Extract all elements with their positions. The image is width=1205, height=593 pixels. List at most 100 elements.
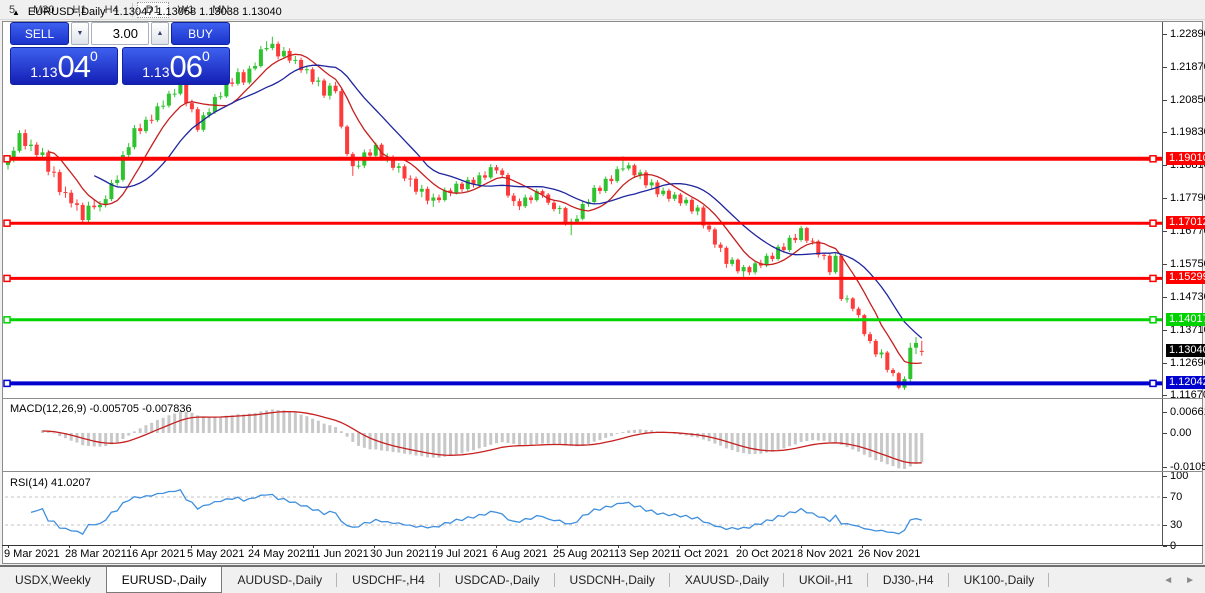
volume-input[interactable]: 3.00: [91, 22, 149, 45]
buy-price-prefix: 1.13: [142, 64, 170, 80]
buy-price-box[interactable]: 1.13 06 0: [122, 47, 230, 85]
date-tick-label: 30 Jun 2021: [370, 548, 431, 560]
volume-increase-button[interactable]: ▲: [151, 22, 169, 45]
chart-tab-dj30-h4[interactable]: DJ30-,H4: [868, 567, 949, 593]
price-tick-label: 1.22890: [1170, 28, 1205, 40]
chart-tab-bar: USDX,Weekly EURUSD-,Daily AUDUSD-,Daily USD…: [0, 565, 1205, 593]
ma-fast-line[interactable]: [48, 53, 922, 365]
date-tick-label: 6 Aug 2021: [492, 548, 548, 560]
hline-1.12042[interactable]: [3, 379, 1162, 388]
timeframe-button-5[interactable]: 5: [9, 4, 16, 16]
timeframe-button-d1[interactable]: D1: [136, 2, 169, 18]
hline-1.17012[interactable]: [3, 219, 1162, 227]
tab-separator: [438, 573, 440, 587]
tab-separator: [866, 573, 868, 587]
date-tick-label: 25 Aug 2021: [553, 548, 615, 560]
sell-button[interactable]: SELL: [10, 22, 69, 45]
date-tick-label: 26 Nov 2021: [858, 548, 921, 560]
rsi-tick-label: 30: [1170, 519, 1183, 531]
buy-price-sup: 0: [201, 48, 210, 64]
tab-scroll-right-icon[interactable]: ►: [1185, 574, 1195, 586]
macd-tick-label: 0.006613: [1170, 406, 1205, 418]
date-tick-mark: [374, 545, 375, 548]
date-tick-mark: [862, 545, 863, 548]
timeframe-button-mn[interactable]: MN: [212, 4, 230, 16]
line-handle[interactable]: [1149, 274, 1157, 283]
hline-1.19010[interactable]: [3, 155, 1162, 163]
line-handle[interactable]: [1149, 219, 1157, 227]
macd-tick-label: -0.010595: [1170, 461, 1205, 473]
rsi-pane-separator[interactable]: [2, 471, 1203, 472]
sell-price-sup: 0: [89, 48, 98, 64]
date-tick-label: 9 Mar 2021: [4, 548, 60, 560]
price-tick-label: 1.20850: [1170, 94, 1205, 106]
price-tick-label: 1.21870: [1170, 61, 1205, 73]
timeframe-button-m30[interactable]: M30: [33, 4, 55, 16]
chart-tab-usdchf-h4[interactable]: USDCHF-,H4: [337, 567, 440, 593]
price-tick-mark: [1163, 34, 1167, 35]
date-tick-mark: [801, 545, 802, 548]
tab-scroll-left-icon[interactable]: ◄: [1163, 574, 1174, 586]
buy-button[interactable]: BUY: [171, 22, 230, 45]
hline-1.15299[interactable]: [3, 274, 1162, 283]
chart-tab-eurusd-daily[interactable]: EURUSD-,Daily: [105, 567, 223, 593]
line-handle[interactable]: [1149, 155, 1157, 163]
date-tick-label: 19 Jul 2021: [431, 548, 488, 560]
line-price-label: 1.19010: [1166, 152, 1205, 165]
macd-tick-mark: [1163, 412, 1167, 413]
timeframe-button-h4[interactable]: H4: [104, 4, 119, 16]
line-handle[interactable]: [3, 316, 11, 324]
current-price-label: 1.13040: [1166, 344, 1205, 357]
rsi-indicator-label: RSI(14) 41.0207: [10, 477, 91, 489]
sell-price-prefix: 1.13: [30, 64, 58, 80]
chart-tab-audusd-daily[interactable]: AUDUSD-,Daily: [222, 567, 338, 593]
timeframe-button-h1[interactable]: H1: [72, 4, 87, 16]
line-handle[interactable]: [3, 219, 11, 227]
date-tick-label: 11 Jun 2021: [309, 548, 369, 560]
timeframe-button-w1[interactable]: W1: [177, 4, 195, 16]
macd-tick-mark: [1163, 433, 1167, 434]
price-tick-mark: [1163, 231, 1167, 232]
ma-slow-line[interactable]: [93, 64, 923, 339]
line-handle[interactable]: [3, 274, 11, 283]
volume-decrease-button[interactable]: ▼: [71, 22, 89, 45]
panel-collapse-icon[interactable]: ▲: [12, 7, 20, 17]
date-tick-label: 16 Apr 2021: [126, 548, 186, 560]
tab-separator: [553, 573, 555, 587]
chart-tab-ukoil-h1[interactable]: UKOil-,H1: [784, 567, 868, 593]
chart-tab-uk100-daily[interactable]: UK100-,Daily: [949, 567, 1050, 593]
line-price-label: 1.14017: [1166, 313, 1205, 326]
macd-pane-separator[interactable]: [2, 398, 1203, 399]
rsi-tick-mark: [1163, 497, 1167, 498]
sell-price-box[interactable]: 1.13 04 0: [10, 47, 118, 85]
line-handle[interactable]: [3, 379, 11, 388]
macd-tick-mark: [1163, 467, 1167, 468]
chart-ohlc-values: 1.13047 1.13058 1.13038 1.13040: [113, 6, 282, 18]
line-handle[interactable]: [1149, 316, 1157, 324]
tab-separator: [1048, 573, 1050, 587]
date-tick-mark: [252, 545, 253, 548]
date-tick-mark: [679, 545, 680, 548]
rsi-tick-mark: [1163, 476, 1167, 477]
price-tick-mark: [1163, 198, 1167, 199]
line-handle[interactable]: [1149, 379, 1157, 388]
sell-price-big: 04: [57, 49, 90, 84]
price-tick-mark: [1163, 100, 1167, 101]
tab-separator: [782, 573, 784, 587]
chart-tab-xauusd-daily[interactable]: XAUUSD-,Daily: [670, 567, 784, 593]
price-tick-mark: [1163, 165, 1167, 166]
toolbar-separator: [131, 2, 133, 17]
chart-tab-usdcnh-daily[interactable]: USDCNH-,Daily: [555, 567, 670, 593]
date-tick-label: 20 Oct 2021: [736, 548, 796, 560]
tab-separator: [668, 573, 670, 587]
line-handle[interactable]: [3, 155, 11, 163]
price-tick-mark: [1163, 264, 1167, 265]
price-tick-mark: [1163, 395, 1167, 396]
hline-1.14017[interactable]: [3, 316, 1162, 324]
chart-window[interactable]: [2, 21, 1203, 564]
rsi-tick-mark: [1163, 546, 1167, 547]
chart-tab-usdcad-daily[interactable]: USDCAD-,Daily: [440, 567, 555, 593]
tab-separator: [336, 573, 338, 587]
chart-tab-usdx-weekly[interactable]: USDX,Weekly: [15, 573, 91, 587]
